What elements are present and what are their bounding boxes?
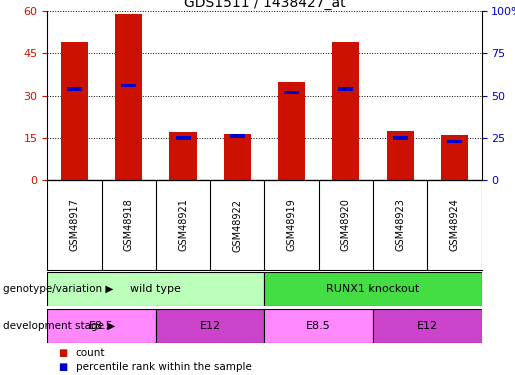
Text: ■: ■ xyxy=(58,348,67,358)
Bar xyxy=(67,87,82,91)
Bar xyxy=(224,134,251,180)
Bar xyxy=(392,136,407,140)
Text: wild type: wild type xyxy=(130,284,181,294)
Bar xyxy=(115,14,142,180)
Bar xyxy=(122,84,136,87)
Bar xyxy=(230,135,245,138)
Bar xyxy=(278,82,305,180)
Text: GSM48921: GSM48921 xyxy=(178,199,188,251)
Bar xyxy=(265,272,482,306)
Bar xyxy=(373,309,482,343)
Text: E8.5: E8.5 xyxy=(306,321,331,331)
Bar xyxy=(265,309,373,343)
Text: development stage ▶: development stage ▶ xyxy=(3,321,115,331)
Text: E12: E12 xyxy=(200,321,221,331)
Bar xyxy=(332,42,359,180)
Text: GSM48920: GSM48920 xyxy=(341,199,351,251)
Text: GSM48922: GSM48922 xyxy=(232,198,243,252)
Text: count: count xyxy=(76,348,105,358)
Text: E8.5: E8.5 xyxy=(89,321,114,331)
Bar xyxy=(61,42,88,180)
Bar xyxy=(284,91,299,94)
Bar xyxy=(169,132,197,180)
Text: percentile rank within the sample: percentile rank within the sample xyxy=(76,362,252,372)
Bar xyxy=(338,87,353,91)
Bar xyxy=(176,136,191,140)
Title: GDS1511 / 1438427_at: GDS1511 / 1438427_at xyxy=(184,0,345,10)
Bar xyxy=(47,309,156,343)
Text: GSM48918: GSM48918 xyxy=(124,199,134,251)
Text: ■: ■ xyxy=(58,362,67,372)
Bar xyxy=(441,135,468,180)
Bar xyxy=(447,140,462,143)
Bar xyxy=(387,131,414,180)
Text: GSM48923: GSM48923 xyxy=(395,199,405,251)
Text: GSM48917: GSM48917 xyxy=(70,199,79,251)
Text: GSM48924: GSM48924 xyxy=(450,199,459,251)
Text: RUNX1 knockout: RUNX1 knockout xyxy=(327,284,420,294)
Text: E12: E12 xyxy=(417,321,438,331)
Text: genotype/variation ▶: genotype/variation ▶ xyxy=(3,284,113,294)
Bar xyxy=(156,309,265,343)
Text: GSM48919: GSM48919 xyxy=(286,199,297,251)
Bar xyxy=(47,272,265,306)
